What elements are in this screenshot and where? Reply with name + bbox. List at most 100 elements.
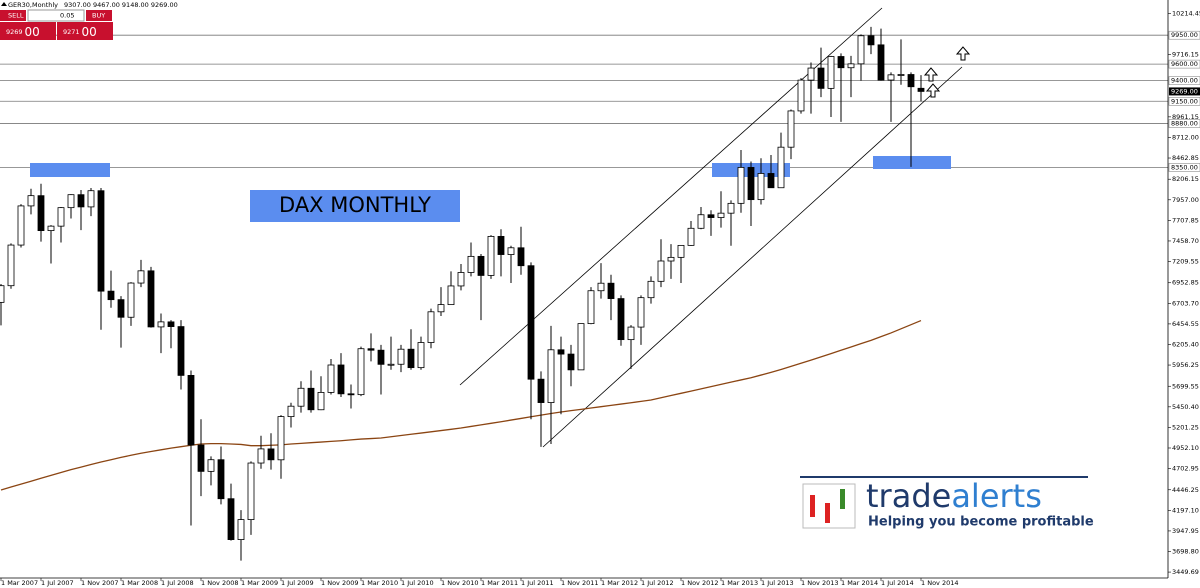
candle-body (387, 363, 395, 366)
candle-body (447, 285, 455, 306)
candle-body (847, 63, 855, 69)
x-tick-label: 1 Nov 2014 (921, 579, 959, 587)
sell-price-box[interactable] (0, 22, 56, 40)
chart-title: GER30,Monthly 9307.00 9467.00 9148.00 926… (8, 1, 178, 9)
candle-body (477, 255, 485, 276)
candle-body (647, 280, 655, 299)
x-tick-label: 1 Mar 2008 (121, 579, 158, 587)
candle-body (207, 459, 215, 472)
buy-price-pips[interactable]: 00 (82, 25, 97, 39)
logo-brand: tradealerts (866, 477, 1042, 515)
candle-body (807, 67, 815, 81)
lot-input[interactable] (27, 9, 85, 22)
y-tick-label: 3698.80 (1172, 548, 1199, 556)
candle-body (427, 311, 435, 343)
x-tick-label: 1 Mar 2012 (601, 579, 638, 587)
candle-body (277, 416, 285, 461)
y-tick-label: 8206.15 (1172, 175, 1199, 183)
candle-body (47, 225, 55, 232)
candle-body (307, 387, 315, 411)
candle-body (757, 173, 765, 201)
candle-body (697, 214, 705, 229)
logo-icon-bar (825, 503, 830, 523)
candle-body (457, 272, 465, 287)
y-tick-label: 5201.25 (1172, 423, 1199, 431)
candle-body (627, 326, 635, 341)
candle-body (7, 244, 15, 287)
candle-body (317, 392, 325, 411)
sell-price-main[interactable]: 9269 (6, 28, 23, 36)
y-tick-label: 5450.40 (1172, 403, 1199, 411)
y-tick-label: 4702.95 (1172, 465, 1199, 473)
candle-body (617, 298, 625, 341)
candle-body (787, 110, 795, 148)
x-tick-label: 1 Mar 2009 (241, 579, 278, 587)
candle-body (707, 214, 715, 218)
level-label-box (1168, 76, 1200, 85)
x-tick-label: 1 Mar 2007 (1, 579, 38, 587)
candle-body (257, 448, 265, 464)
y-tick-label: 3449.69 (1172, 568, 1199, 576)
y-tick-label: 8961.15 (1172, 113, 1199, 121)
candle-body (137, 270, 145, 284)
candle-body (167, 321, 175, 327)
logo-tagline: Helping you become profitable (868, 515, 1094, 530)
level-label-box (1168, 97, 1200, 106)
collapse-icon[interactable] (1, 2, 7, 6)
sell-button[interactable] (0, 10, 26, 21)
lot-value[interactable]: 0.05 (60, 12, 74, 20)
sell-price-pips[interactable]: 00 (25, 25, 40, 39)
candle-body (367, 348, 375, 351)
candle-body (407, 348, 415, 369)
candle-body (877, 44, 885, 81)
symbol: GER30,Monthly (8, 1, 58, 9)
level-label-box (1168, 119, 1200, 128)
candle-body (727, 202, 735, 214)
candle-body (817, 67, 825, 89)
buy-label[interactable]: BUY (92, 12, 105, 20)
sell-label[interactable]: SELL (8, 12, 24, 20)
x-tick-label: 1 Nov 2011 (561, 579, 599, 587)
candle-body (177, 326, 185, 376)
level-label: 9600.00 (1171, 60, 1198, 68)
buy-price[interactable]: 9271 00 (63, 25, 97, 39)
level-label: 9150.00 (1171, 97, 1198, 105)
x-tick-label: 1 Jul 2014 (881, 579, 914, 587)
candle-body (247, 462, 255, 521)
candle-body (97, 190, 105, 292)
candle-body (77, 194, 85, 208)
logo-icon-bar (810, 495, 815, 517)
y-tick-label: 6205.40 (1172, 340, 1199, 348)
zone-box (30, 163, 110, 177)
candle-body (147, 270, 155, 328)
y-tick-label: 4446.25 (1172, 486, 1199, 494)
y-tick-label: 7209.55 (1172, 258, 1199, 266)
candle-body (907, 74, 915, 88)
x-tick-label: 1 Jul 2007 (41, 579, 74, 587)
x-tick-label: 1 Mar 2011 (481, 579, 518, 587)
x-tick-label: 1 Nov 2012 (681, 579, 719, 587)
candle-body (527, 265, 535, 380)
y-tick-label: 9716.15 (1172, 51, 1199, 59)
y-tick-label: 4197.10 (1172, 506, 1199, 514)
candle-body (217, 459, 225, 500)
buy-button[interactable] (86, 10, 112, 21)
candle-body (327, 364, 335, 393)
y-tick-label: 4952.10 (1172, 444, 1199, 452)
level-label-box (1168, 163, 1200, 172)
buy-price-box[interactable] (57, 22, 113, 40)
candle-body (637, 297, 645, 328)
annotation: DAX MONTHLY (279, 193, 431, 217)
candle-body (197, 444, 205, 472)
current-price-label: 9269.00 (1171, 87, 1198, 95)
y-tick-label: 7707.85 (1172, 216, 1199, 224)
buy-price-main[interactable]: 9271 (63, 28, 80, 36)
candle-body (17, 205, 25, 246)
level-label: 9950.00 (1171, 31, 1198, 39)
candle-body (657, 260, 665, 282)
candle-body (347, 393, 355, 396)
logo: tradealerts Helping you become profitabl… (800, 476, 1094, 534)
level-label-box (1168, 59, 1200, 69)
sell-price[interactable]: 9269 00 (6, 25, 40, 39)
